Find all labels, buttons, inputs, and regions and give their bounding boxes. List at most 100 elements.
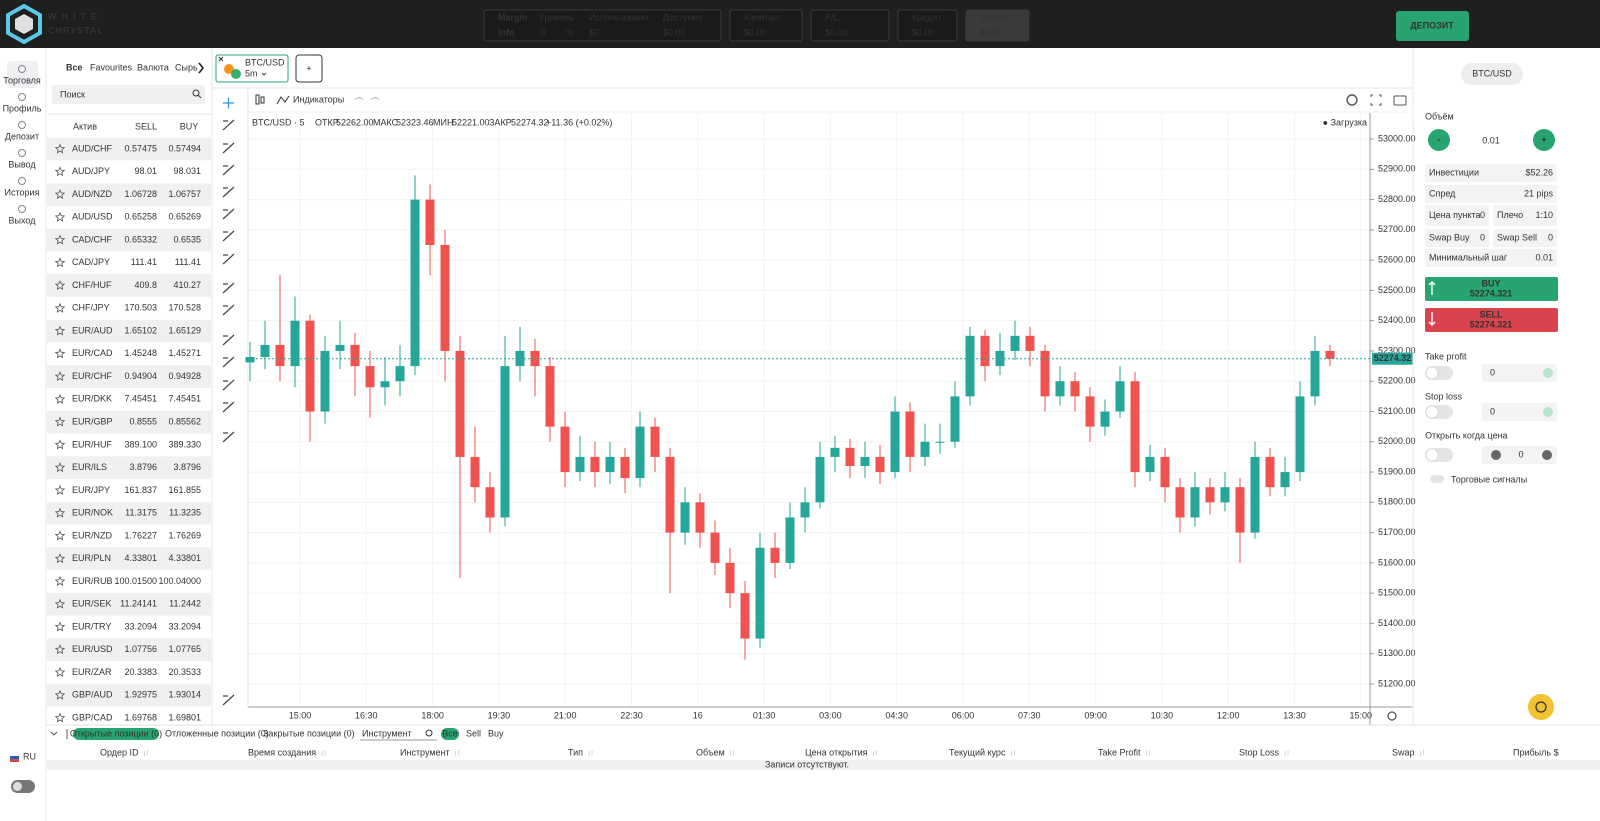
indicators-button[interactable]: Индикаторы — [293, 94, 344, 104]
volume-minus-label[interactable]: - — [1438, 134, 1441, 144]
instrument-row[interactable] — [47, 524, 211, 548]
instrument-tab[interactable]: Валюта — [137, 62, 169, 72]
instrument-row[interactable] — [47, 205, 211, 229]
instrument-row[interactable] — [47, 615, 211, 639]
favourite-star[interactable] — [54, 439, 66, 450]
instrument-row[interactable] — [47, 661, 211, 684]
favourite-star[interactable] — [54, 507, 66, 518]
drawing-tool[interactable] — [222, 334, 235, 346]
drawing-tool[interactable] — [222, 164, 235, 176]
volume-plus[interactable] — [1533, 129, 1555, 151]
favourite-star[interactable] — [54, 689, 66, 700]
favourite-star[interactable] — [54, 348, 66, 359]
nav-label[interactable]: Профиль — [3, 103, 42, 113]
instrument-row[interactable] — [47, 501, 211, 525]
favourite-star[interactable] — [54, 598, 66, 609]
signals-toggle[interactable] — [1430, 475, 1444, 483]
instrument-tab[interactable]: Все — [66, 62, 83, 72]
favourite-star[interactable] — [54, 712, 66, 723]
add-tab-label[interactable]: + — [306, 63, 311, 73]
chat-button[interactable] — [1528, 694, 1554, 720]
favourite-star[interactable] — [54, 666, 66, 677]
nav-label[interactable]: Депозит — [5, 131, 39, 141]
option-input[interactable] — [1482, 364, 1557, 382]
instrument-row[interactable] — [47, 228, 211, 252]
instrument-row[interactable] — [47, 410, 211, 434]
favourite-star[interactable] — [54, 644, 66, 655]
side-filter[interactable]: Sell — [466, 728, 481, 738]
volume-minus[interactable] — [1428, 129, 1450, 151]
drawing-tool[interactable] — [222, 694, 235, 706]
drawing-tool[interactable] — [222, 230, 235, 242]
instrument-row[interactable] — [47, 183, 211, 206]
deposit-label[interactable]: ДЕПОЗИТ — [1410, 20, 1454, 30]
drawing-tool[interactable] — [222, 401, 235, 413]
deposit-button[interactable] — [1396, 11, 1469, 41]
drawing-tool[interactable] — [222, 356, 235, 368]
volume-plus-label[interactable]: + — [1541, 134, 1546, 144]
nav-label[interactable]: Выход — [9, 215, 37, 225]
indicators-icon[interactable] — [276, 95, 290, 105]
drawing-tool[interactable] — [222, 282, 235, 294]
drawing-tool[interactable] — [222, 119, 235, 131]
positions-tab[interactable]: Открытые позиции (0) — [70, 728, 162, 738]
drawing-tool[interactable] — [223, 97, 234, 109]
drawing-tool[interactable] — [222, 208, 235, 220]
favourite-star[interactable] — [54, 188, 66, 200]
favourite-star[interactable] — [54, 530, 66, 541]
filter-active[interactable] — [441, 728, 459, 740]
instrument-row[interactable] — [47, 388, 211, 411]
settings-icon[interactable] — [1346, 94, 1358, 106]
favourite-star[interactable] — [54, 416, 66, 427]
instrument-row[interactable] — [47, 160, 211, 184]
buy-price[interactable]: 52274.321 — [1470, 288, 1513, 298]
side-filter[interactable]: Buy — [488, 728, 504, 738]
instrument-filter[interactable]: Инструмент — [362, 728, 412, 738]
nav-label[interactable]: Вывод — [8, 159, 36, 169]
favourite-star[interactable] — [54, 166, 66, 177]
instrument-row[interactable] — [47, 706, 211, 730]
instrument-row[interactable] — [47, 547, 211, 571]
favourite-star[interactable] — [54, 371, 66, 382]
sell-label[interactable]: SELL — [1479, 309, 1503, 319]
instrument-row[interactable] — [47, 319, 211, 343]
language[interactable]: RU — [23, 751, 36, 761]
sell-price[interactable]: 52274.321 — [1470, 319, 1513, 329]
screenshot-icon[interactable] — [1393, 95, 1407, 106]
instrument-row[interactable] — [47, 433, 211, 457]
favourite-star[interactable] — [54, 302, 66, 313]
instrument-row[interactable] — [47, 570, 211, 593]
buy-label[interactable]: BUY — [1481, 278, 1500, 288]
drawing-tool[interactable] — [222, 186, 235, 198]
instrument-row[interactable] — [47, 251, 211, 275]
favourite-star[interactable] — [54, 484, 66, 495]
instrument-row[interactable] — [47, 365, 211, 388]
sell-button[interactable] — [1425, 308, 1558, 332]
collapse-chevron[interactable] — [50, 731, 58, 736]
add-tab[interactable] — [295, 54, 323, 83]
positions-tab-active[interactable] — [73, 728, 159, 740]
candle-type-icon[interactable] — [255, 94, 260, 105]
instrument-tab[interactable]: Сырь — [175, 62, 198, 72]
search-box[interactable] — [52, 85, 205, 104]
instrument-row[interactable] — [47, 479, 211, 502]
instrument-row[interactable] — [47, 592, 211, 616]
instrument-row[interactable] — [47, 297, 211, 320]
positions-tab[interactable]: Закрытые позиции (0) — [263, 728, 355, 738]
drawing-tool[interactable] — [222, 142, 235, 154]
favourite-star[interactable] — [54, 257, 66, 268]
instrument-row[interactable] — [47, 274, 211, 297]
drawing-tool[interactable] — [222, 431, 235, 443]
side-filter[interactable]: Все — [442, 728, 458, 738]
favourite-star[interactable] — [54, 393, 66, 404]
axis-settings[interactable] — [1387, 711, 1397, 721]
drawing-tool[interactable] — [222, 379, 235, 391]
instrument-row[interactable] — [47, 137, 211, 161]
favourite-star[interactable] — [54, 325, 66, 336]
instrument-row[interactable] — [47, 638, 211, 662]
favourite-star[interactable] — [54, 234, 66, 245]
volume-value[interactable]: 0.01 — [1482, 135, 1500, 145]
instrument-tab[interactable]: Favourites — [90, 62, 133, 72]
instrument-row[interactable] — [47, 342, 211, 366]
favourite-star[interactable] — [54, 462, 66, 473]
